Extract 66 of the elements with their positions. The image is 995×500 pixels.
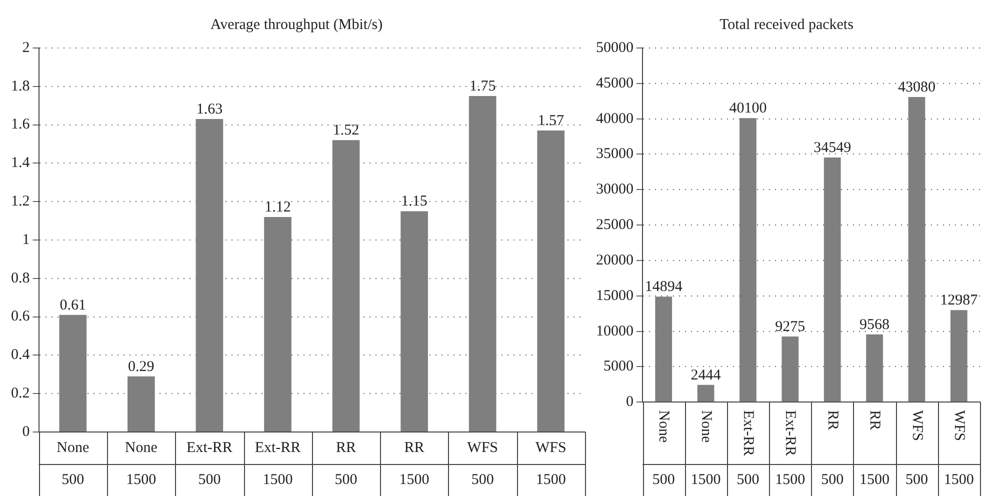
y-tick-label: 0: [626, 394, 634, 410]
data-label: 43080: [898, 79, 936, 96]
y-tick-label: 30000: [596, 182, 634, 198]
x-tick-label: Ext-RR 1500: [775, 410, 806, 488]
data-label: 1.12: [264, 199, 291, 216]
chart-title: Average throughput (Mbit/s): [210, 16, 383, 33]
data-label: 1.75: [469, 78, 496, 94]
data-label: 40100: [729, 100, 767, 117]
x-tick-label: Ext-RR 500: [186, 440, 232, 488]
y-tick-label: 0.8: [11, 270, 30, 286]
data-label: 12987: [940, 292, 978, 309]
x-tick-label: None 1500: [124, 440, 158, 488]
y-tick-label: 1.2: [11, 194, 30, 210]
x-tick-label: WFS 500: [467, 440, 498, 488]
y-tick-label: 1.8: [11, 78, 30, 94]
bar: [866, 334, 883, 402]
data-label: 9275: [775, 318, 806, 335]
y-tick-label: 40000: [596, 110, 634, 127]
bar: [468, 96, 496, 432]
data-label: 1.57: [538, 112, 564, 129]
y-tick-label: 0: [22, 424, 30, 440]
bar: [128, 376, 155, 432]
y-tick-label: 1.4: [11, 155, 30, 172]
bar: [400, 211, 428, 432]
bar: [950, 310, 968, 402]
y-tick-label: 10000: [596, 323, 634, 340]
data-label: 0.61: [60, 297, 86, 314]
y-tick-label: 45000: [596, 75, 634, 92]
y-tick-label: 5000: [604, 358, 634, 375]
bar: [782, 336, 799, 402]
y-tick-label: 15000: [596, 288, 634, 304]
y-tick-label: 1.6: [11, 116, 30, 133]
x-tick-label: RR 500: [334, 440, 358, 488]
data-label: 1.52: [332, 122, 360, 139]
bar: [196, 119, 224, 432]
data-label: 2444: [690, 367, 722, 384]
chart-title: Total received packets: [720, 16, 854, 33]
y-tick-label: 0.6: [11, 308, 30, 325]
y-tick-label: 25000: [596, 217, 634, 234]
bar: [264, 216, 292, 432]
x-tick-label: Ext-RR 500: [736, 410, 760, 488]
x-tick-label: RR 1500: [399, 440, 430, 488]
x-tick-label: None 500: [56, 440, 90, 488]
bar: [908, 97, 926, 402]
y-tick-label: 1: [22, 232, 30, 248]
bar: [697, 384, 714, 402]
bar: [740, 118, 756, 402]
x-tick-label: WFS 1500: [535, 440, 566, 488]
x-tick-label: Ext-RR 1500: [254, 440, 301, 488]
y-tick-label: 35000: [596, 146, 634, 162]
data-label: 0.29: [128, 358, 154, 375]
y-tick-label: 0.2: [11, 386, 30, 402]
bar: [59, 314, 87, 432]
bar: [824, 157, 841, 402]
data-label: 9568: [860, 316, 890, 333]
bar: [537, 130, 565, 432]
y-tick-label: 0.4: [11, 347, 30, 364]
data-label: 1.63: [196, 101, 223, 118]
bar: [655, 296, 672, 402]
y-tick-label: 50000: [596, 40, 634, 56]
y-tick-label: 2: [22, 40, 30, 56]
y-tick-label: 20000: [596, 252, 634, 268]
bar: [332, 140, 360, 432]
data-label: 1.15: [401, 194, 428, 210]
data-label: 34549: [814, 140, 852, 156]
data-label: 14894: [644, 279, 683, 296]
